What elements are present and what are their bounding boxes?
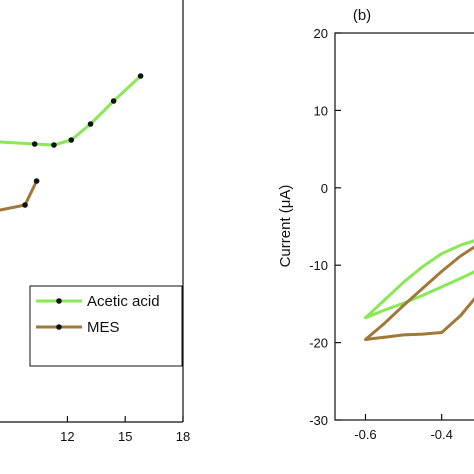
panel-b-y-tick-label: -20 (309, 336, 328, 351)
panel-b-series (364, 239, 474, 341)
panel-b-cv-loop (364, 245, 474, 341)
panel-a-data-point (110, 98, 117, 104)
panel-a-data-point (87, 121, 94, 127)
panel-a-series-line (0, 179, 39, 212)
panel-b-y-tick-label: 10 (314, 103, 328, 118)
panel-a-x-tick-label: 15 (118, 429, 132, 444)
legend-marker (56, 298, 62, 304)
panel-b: (b) 20 10 0 -10 -20 -30 -0.6 -0.4 Current (μA) (277, 7, 474, 442)
panel-b-x-tick-label: -0.4 (430, 427, 452, 442)
legend-label: MES (87, 319, 120, 336)
legend-entries: Acetic acid MES (36, 293, 160, 336)
panel-a-x-ticks: 12 15 18 (60, 416, 190, 444)
panel-b-y-ticks: 20 10 0 -10 -20 -30 (309, 26, 341, 428)
legend-marker (56, 324, 62, 330)
panel-b-y-axis-title: Current (μA) (277, 185, 294, 268)
panel-a-legend: Acetic acid MES (29, 285, 183, 367)
panel-a-series-line (0, 74, 143, 147)
panel-a-data-point (137, 73, 144, 79)
panel-a-x-tick-label: 18 (176, 429, 190, 444)
panel-b-x-tick-label: -0.6 (354, 427, 376, 442)
panel-a: 12 15 18 Acetic acid MES (0, 0, 190, 444)
panel-a-series (0, 73, 144, 212)
panel-a-data-point (51, 142, 57, 148)
panel-a-x-tick-label: 12 (60, 429, 74, 444)
panel-b-y-tick-label: 0 (321, 181, 328, 196)
legend-label: Acetic acid (87, 293, 160, 310)
panel-a-data-point (22, 202, 28, 208)
panel-a-data-point (33, 178, 40, 184)
panel-b-x-ticks: -0.6 -0.4 (354, 414, 453, 442)
panel-b-cv-loop (364, 239, 474, 320)
panel-a-data-point (68, 137, 75, 143)
panel-a-data-point (31, 141, 38, 147)
panel-b-label: (b) (353, 7, 371, 24)
panel-b-y-tick-label: -30 (309, 413, 328, 428)
panel-b-frame (334, 32, 474, 421)
panel-b-y-tick-label: -10 (309, 258, 328, 273)
panel-b-y-tick-label: 20 (314, 26, 328, 41)
